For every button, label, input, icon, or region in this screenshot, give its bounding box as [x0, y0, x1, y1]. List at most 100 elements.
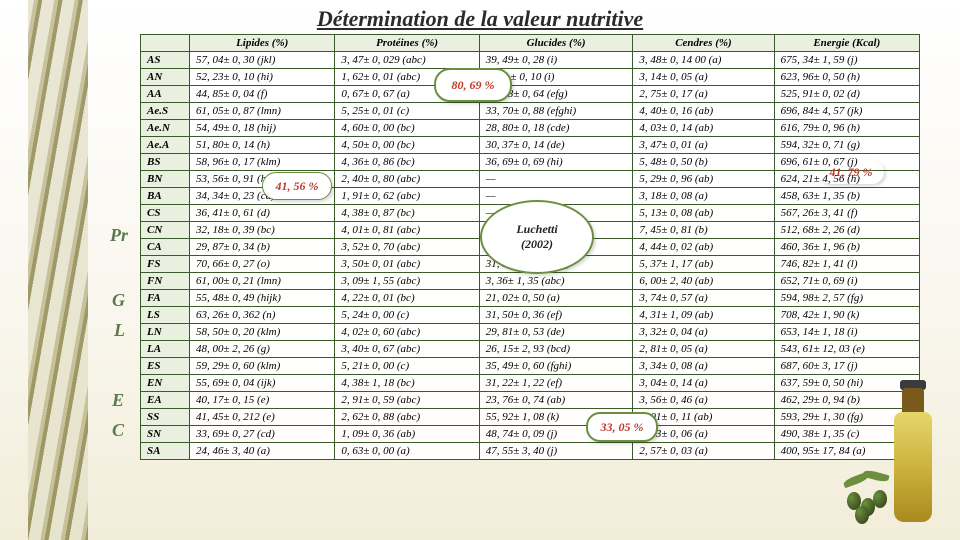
table-row: ES59, 29± 0, 60 (klm)5, 21± 0, 00 (c)35,… — [141, 358, 920, 375]
table-cell: 3, 47± 0, 01 (a) — [633, 137, 774, 154]
col-rowlabel — [141, 35, 190, 52]
olives-cluster — [837, 474, 897, 524]
table-cell: 36, 69± 0, 69 (hi) — [479, 154, 633, 171]
table-cell: 4, 60± 0, 00 (bc) — [335, 120, 479, 137]
decorative-left-band — [28, 0, 88, 540]
row-label: FS — [141, 256, 190, 273]
table-cell: 3, 36± 1, 35 (abc) — [479, 273, 633, 290]
row-label: Ae.A — [141, 137, 190, 154]
table-cell: 26, 15± 2, 93 (bcd) — [479, 341, 633, 358]
table-row: FA55, 48± 0, 49 (hijk)4, 22± 0, 01 (bc)2… — [141, 290, 920, 307]
olive-berry-icon — [873, 490, 887, 508]
callout-luchetti: Luchetti (2002) — [480, 200, 594, 274]
callout-luchetti-line1: Luchetti — [482, 222, 592, 237]
table-cell: 21, 02± 0, 50 (a) — [479, 290, 633, 307]
table-cell: 30, 37± 0, 14 (de) — [479, 137, 633, 154]
table-cell: 70, 66± 0, 27 (o) — [190, 256, 335, 273]
row-label: FA — [141, 290, 190, 307]
table-cell: 5, 48± 0, 50 (b) — [633, 154, 774, 171]
table-cell: 4, 44± 0, 02 (ab) — [633, 239, 774, 256]
table-cell: 460, 36± 1, 96 (b) — [774, 239, 919, 256]
side-label-pr: Pr — [110, 225, 128, 246]
table-cell: 57, 04± 0, 30 (jkl) — [190, 52, 335, 69]
side-label-c: C — [112, 420, 124, 441]
row-label: SS — [141, 409, 190, 426]
table-cell: 5, 29± 0, 96 (ab) — [633, 171, 774, 188]
table-cell: 58, 96± 0, 17 (klm) — [190, 154, 335, 171]
table-row: SN33, 69± 0, 27 (cd)1, 09± 0, 36 (ab)48,… — [141, 426, 920, 443]
table-cell: 61, 05± 0, 87 (lmn) — [190, 103, 335, 120]
table-cell: 567, 26± 3, 41 (f) — [774, 205, 919, 222]
table-cell: 0, 63± 0, 00 (a) — [335, 443, 479, 460]
table-cell: 4, 03± 0, 14 (ab) — [633, 120, 774, 137]
table-cell: 23, 76± 0, 74 (ab) — [479, 392, 633, 409]
table-cell: 675, 34± 1, 59 (j) — [774, 52, 919, 69]
table-row: AA44, 85± 0, 04 (f)0, 67± 0, 67 (a)51, 8… — [141, 86, 920, 103]
table-cell: 4, 01± 0, 81 (abc) — [335, 222, 479, 239]
bottle-neck — [902, 388, 924, 414]
table-cell: 1, 09± 0, 36 (ab) — [335, 426, 479, 443]
table-cell: 4, 38± 1, 18 (bc) — [335, 375, 479, 392]
table-cell: 3, 18± 0, 08 (a) — [633, 188, 774, 205]
table-row: AS57, 04± 0, 30 (jkl)3, 47± 0, 029 (abc)… — [141, 52, 920, 69]
table-row: BS58, 96± 0, 17 (klm)4, 36± 0, 86 (bc)36… — [141, 154, 920, 171]
table-row: LN58, 50± 0, 20 (klm)4, 02± 0, 60 (abc)2… — [141, 324, 920, 341]
table-cell: 623, 96± 0, 50 (h) — [774, 69, 919, 86]
row-label: BA — [141, 188, 190, 205]
callout-lipid-percent-1: 80, 69 % — [434, 68, 512, 102]
row-label: ES — [141, 358, 190, 375]
table-cell: 61, 00± 0, 21 (lmn) — [190, 273, 335, 290]
table-row: LA48, 00± 2, 26 (g)3, 40± 0, 67 (abc)26,… — [141, 341, 920, 358]
table-cell: 653, 14± 1, 18 (i) — [774, 324, 919, 341]
table-cell: 708, 42± 1, 90 (k) — [774, 307, 919, 324]
olive-berry-icon — [855, 506, 869, 524]
table-cell: 31, 50± 0, 36 (ef) — [479, 307, 633, 324]
table-cell: 3, 09± 1, 55 (abc) — [335, 273, 479, 290]
row-label: Ae.S — [141, 103, 190, 120]
page: Détermination de la valeur nutritive Pr … — [0, 0, 960, 540]
row-label: BN — [141, 171, 190, 188]
callout-percent-3: 41, 56 % — [262, 172, 332, 200]
callout-percent-4: 41, 79 % — [818, 160, 884, 184]
col-header: Energie (Kcal) — [774, 35, 919, 52]
table-cell: 637, 59± 0, 50 (hi) — [774, 375, 919, 392]
page-title: Détermination de la valeur nutritive — [0, 6, 960, 32]
col-header: Cendres (%) — [633, 35, 774, 52]
row-label: BS — [141, 154, 190, 171]
row-label: LA — [141, 341, 190, 358]
table-head: Lipides (%)Protéines (%)Glucides (%)Cend… — [141, 35, 920, 52]
table-cell: 4, 40± 0, 16 (ab) — [633, 103, 774, 120]
table-cell: 3, 48± 0, 14 00 (a) — [633, 52, 774, 69]
table-cell: 4, 36± 0, 86 (bc) — [335, 154, 479, 171]
table-cell: 28, 80± 0, 18 (cde) — [479, 120, 633, 137]
table-cell: 543, 61± 12, 03 (e) — [774, 341, 919, 358]
side-label-g: G — [112, 290, 125, 311]
table-cell: 44, 85± 0, 04 (f) — [190, 86, 335, 103]
table-cell: 2, 57± 0, 03 (a) — [633, 443, 774, 460]
row-label: FN — [141, 273, 190, 290]
table-row: Ae.S61, 05± 0, 87 (lmn)5, 25± 0, 01 (c)3… — [141, 103, 920, 120]
table-row: EN55, 69± 0, 04 (ijk)4, 38± 1, 18 (bc)31… — [141, 375, 920, 392]
table-cell: 5, 37± 1, 17 (ab) — [633, 256, 774, 273]
table-cell: 5, 25± 0, 01 (c) — [335, 103, 479, 120]
side-label-l: L — [114, 320, 125, 341]
table-cell: 6, 00± 2, 40 (ab) — [633, 273, 774, 290]
table-cell: 2, 81± 0, 05 (a) — [633, 341, 774, 358]
table-cell: 3, 56± 0, 46 (a) — [633, 392, 774, 409]
callout-luchetti-line2: (2002) — [482, 237, 592, 252]
table-cell: 3, 40± 0, 67 (abc) — [335, 341, 479, 358]
table-cell: 33, 69± 0, 27 (cd) — [190, 426, 335, 443]
table-cell: 3, 50± 0, 01 (abc) — [335, 256, 479, 273]
table-cell: 1, 91± 0, 62 (abc) — [335, 188, 479, 205]
table-cell: 3, 74± 0, 57 (a) — [633, 290, 774, 307]
row-label: AA — [141, 86, 190, 103]
table-cell: 48, 00± 2, 26 (g) — [190, 341, 335, 358]
table-cell: 5, 21± 0, 00 (c) — [335, 358, 479, 375]
row-label: AN — [141, 69, 190, 86]
side-label-e: E — [112, 390, 124, 411]
table-cell: 4, 22± 0, 01 (bc) — [335, 290, 479, 307]
table-row: Ae.A51, 80± 0, 14 (h)4, 50± 0, 00 (bc)30… — [141, 137, 920, 154]
col-header: Lipides (%) — [190, 35, 335, 52]
table-cell: 594, 32± 0, 71 (g) — [774, 137, 919, 154]
table-cell: 5, 13± 0, 08 (ab) — [633, 205, 774, 222]
